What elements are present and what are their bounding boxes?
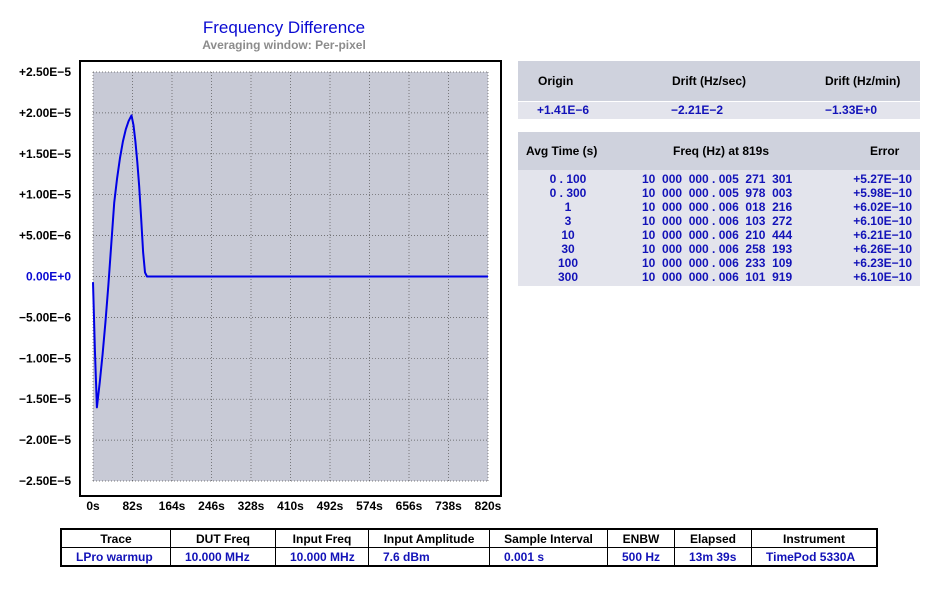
y-tick-label: −1.00E−5 (19, 351, 71, 365)
avg-time-cell: 30 (561, 242, 575, 256)
avg-row: 1 10 000 000 . 006 018 216 +6.02E−10 (518, 200, 920, 214)
x-tick-label: 328s (238, 499, 265, 513)
info-input-freq-value: 10.000 MHz (275, 547, 369, 566)
info-sample-interval-value: 0.001 s (489, 547, 608, 566)
series-line (92, 114, 488, 409)
avg-time-cell: 1 (564, 200, 572, 214)
info-enbw-value: 500 Hz (607, 547, 675, 566)
info-header-instrument: Instrument (751, 529, 877, 548)
y-tick-label: +5.00E−6 (19, 229, 71, 243)
x-tick-label: 410s (277, 499, 304, 513)
y-tick-label: +2.50E−5 (19, 65, 71, 79)
info-trace-value: LPro warmup (60, 547, 171, 566)
y-tick-label: +2.00E−5 (19, 106, 71, 120)
x-tick-label: 0s (86, 499, 100, 513)
info-header-input-freq: Input Freq (275, 529, 369, 548)
y-tick-label: −2.00E−5 (19, 433, 71, 447)
y-tick-label: −5.00E−6 (19, 310, 71, 324)
info-header-input-amplitude: Input Amplitude (368, 529, 490, 548)
avg-freq-cell: 10 000 000 . 006 258 193 (642, 242, 793, 256)
avg-time-cell: 0 . 100 (549, 172, 587, 186)
avg-time-cell: 0 . 300 (549, 186, 587, 200)
drift-header-hz-sec: Drift (Hz/sec) (672, 74, 747, 88)
avg-time-cell: 10 (561, 228, 575, 242)
avg-freq-cell: 10 000 000 . 006 018 216 (642, 200, 793, 214)
avg-row: 100 10 000 000 . 006 233 109 +6.23E−10 (518, 256, 920, 270)
avg-header-error: Error (870, 144, 900, 158)
info-dut-freq-value: 10.000 MHz (170, 547, 276, 566)
drift-panel: Origin Drift (Hz/sec) Drift (Hz/min) +1.… (518, 61, 920, 119)
avg-row: 0 . 300 10 000 000 . 005 978 003 +5.98E−10 (518, 186, 920, 200)
avg-freq-cell: 10 000 000 . 006 210 444 (642, 228, 793, 242)
y-tick-label: +1.50E−5 (19, 147, 71, 161)
drift-header-hz-min: Drift (Hz/min) (825, 74, 901, 88)
avg-freq-cell: 10 000 000 . 006 101 919 (642, 270, 793, 284)
drift-hz-sec-value: −2.21E−2 (671, 103, 724, 117)
x-tick-label: 492s (317, 499, 344, 513)
avg-freq-cell: 10 000 000 . 005 978 003 (642, 186, 793, 200)
drift-origin-value: +1.41E−6 (537, 103, 590, 117)
avg-error-cell: +6.10E−10 (853, 270, 912, 284)
avg-error-cell: +5.27E−10 (853, 172, 912, 186)
info-header-sample-interval: Sample Interval (489, 529, 608, 548)
x-tick-label: 656s (396, 499, 423, 513)
x-tick-label: 820s (475, 499, 502, 513)
info-header-trace: Trace (60, 529, 171, 548)
avg-freq-cell: 10 000 000 . 005 271 301 (642, 172, 793, 186)
avg-error-cell: +6.10E−10 (853, 214, 912, 228)
avg-row: 10 10 000 000 . 006 210 444 +6.21E−10 (518, 228, 920, 242)
y-tick-label: −2.50E−5 (19, 474, 71, 488)
info-input-amplitude-value: 7.6 dBm (368, 547, 490, 566)
avg-time-cell: 3 (564, 214, 572, 228)
drift-value-row: +1.41E−6 −2.21E−2 −1.33E+0 (518, 101, 920, 119)
avg-rows: 0 . 100 10 000 000 . 005 271 301 +5.27E−10… (518, 172, 920, 284)
chart-title: Frequency Difference (202, 18, 366, 37)
info-table: Trace DUT Freq Input Freq Input Amplitud… (60, 528, 878, 567)
avg-header-row: Avg Time (s) Freq (Hz) at 819s Error (518, 132, 920, 170)
info-elapsed-value: 13m 39s (674, 547, 752, 566)
avg-header-freq: Freq (Hz) at 819s (673, 144, 770, 158)
drift-header-row: Origin Drift (Hz/sec) Drift (Hz/min) (518, 61, 920, 101)
x-tick-label: 738s (435, 499, 462, 513)
x-tick-label: 82s (122, 499, 142, 513)
avg-row: 300 10 000 000 . 006 101 919 +6.10E−10 (518, 270, 920, 284)
avg-error-cell: +6.26E−10 (853, 242, 912, 256)
avg-error-cell: +6.02E−10 (853, 200, 912, 214)
y-tick-label: −1.50E−5 (19, 392, 71, 406)
x-tick-label: 246s (198, 499, 225, 513)
info-header-enbw: ENBW (607, 529, 675, 548)
x-tick-label: 574s (356, 499, 383, 513)
avg-error-cell: +5.98E−10 (853, 186, 912, 200)
info-header-elapsed: Elapsed (674, 529, 752, 548)
avg-freq-cell: 10 000 000 . 006 233 109 (642, 256, 793, 270)
y-tick-label: 0.00E+0 (26, 270, 71, 284)
frequency-difference-plot: 0s 82s 164s 246s 328s 410s 492s 574s 656s 738s 820… (19, 60, 502, 513)
avg-freq-cell: 10 000 000 . 006 103 272 (642, 214, 793, 228)
y-tick-label: +1.00E−5 (19, 188, 71, 202)
avg-time-cell: 100 (557, 256, 579, 270)
chart-subtitle: Averaging window: Per-pixel (202, 38, 366, 52)
avg-header-time: Avg Time (s) (526, 144, 598, 158)
averaging-panel: Avg Time (s) Freq (Hz) at 819s Error 0 .… (518, 132, 920, 286)
x-tick-label: 164s (159, 499, 186, 513)
avg-time-cell: 300 (557, 270, 579, 284)
avg-row: 0 . 100 10 000 000 . 005 271 301 +5.27E−10 (518, 172, 920, 186)
drift-hz-min-value: −1.33E+0 (825, 103, 878, 117)
info-value-row: LPro warmup 10.000 MHz 10.000 MHz 7.6 dB… (60, 547, 877, 566)
drift-header-origin: Origin (538, 74, 574, 88)
info-header-row: Trace DUT Freq Input Freq Input Amplitud… (60, 529, 877, 548)
info-instrument-value: TimePod 5330A (751, 547, 877, 566)
avg-error-cell: +6.23E−10 (853, 256, 912, 270)
info-header-dut-freq: DUT Freq (170, 529, 276, 548)
avg-row: 3 10 000 000 . 006 103 272 +6.10E−10 (518, 214, 920, 228)
avg-row: 30 10 000 000 . 006 258 193 +6.26E−10 (518, 242, 920, 256)
avg-error-cell: +6.21E−10 (853, 228, 912, 242)
